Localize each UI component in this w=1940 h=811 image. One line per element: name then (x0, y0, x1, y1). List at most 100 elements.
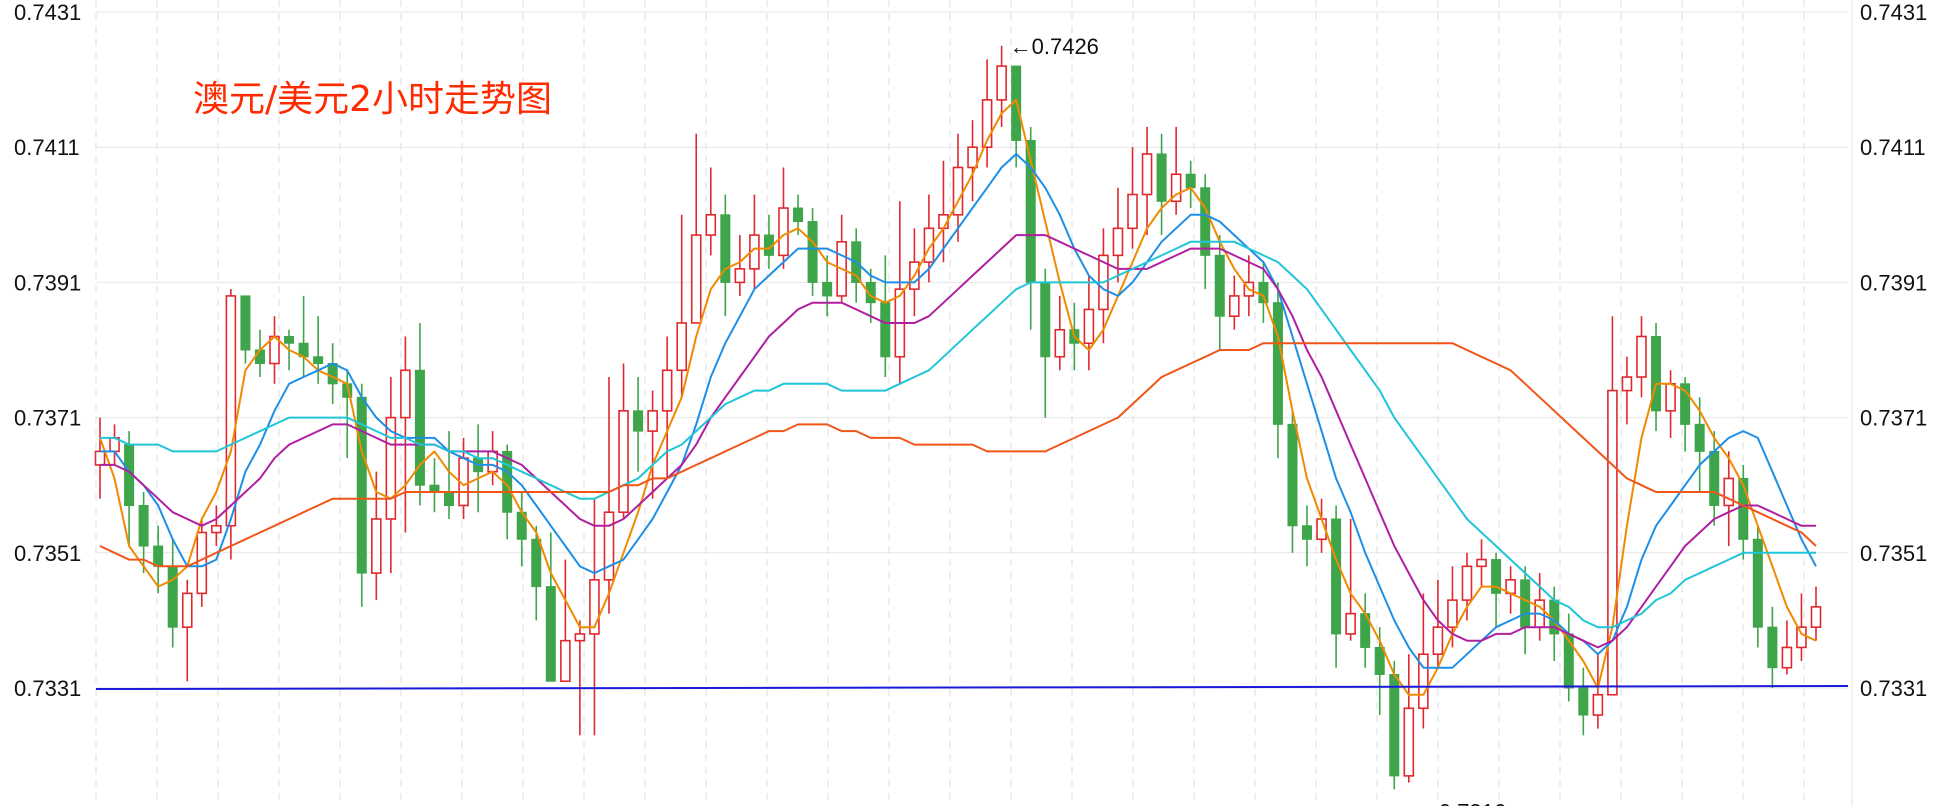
left-axis-tick-label: 0.7371 (14, 406, 81, 431)
right-axis-tick-label: 0.7391 (1860, 270, 1927, 295)
moving-average-line (100, 153, 1817, 669)
candle-body-down (1767, 626, 1778, 669)
chart-title: 澳元/美元2小时走势图 (193, 79, 553, 120)
candle-body-up (1810, 606, 1822, 628)
candle-body-up (1607, 389, 1618, 696)
candle-body-down (1752, 538, 1763, 628)
candle-body-up (1447, 599, 1458, 628)
candle-body-up (196, 531, 208, 595)
candle-body-up (370, 518, 382, 574)
candle-body-up (94, 450, 106, 466)
candle-body-down (1214, 254, 1225, 317)
candle-body-up (1461, 565, 1473, 601)
candle-body-down (1374, 646, 1385, 675)
candle-body-down (1651, 335, 1662, 412)
candle-body-up (1403, 707, 1415, 777)
candle-body-up (1418, 653, 1429, 710)
right-axis-tick-label: 0.7331 (1860, 676, 1927, 701)
right-axis-tick-label: 0.7411 (1860, 135, 1926, 160)
candle-body-down (167, 565, 178, 628)
candle-body-up (385, 416, 397, 520)
candle-body-down (240, 295, 251, 351)
candle-body-down (1709, 450, 1720, 506)
candle-body-up (1665, 382, 1676, 412)
candle-body-up (589, 579, 600, 635)
candle-body-down (1156, 153, 1167, 202)
support-line (95, 685, 1849, 690)
candle-body-down (284, 335, 295, 344)
candle-body-down (1185, 173, 1196, 189)
left-axis-tick-label: 0.7351 (14, 541, 81, 566)
candle-body-up (996, 65, 1007, 101)
high-annotation: ←0.7426 (1010, 34, 1099, 59)
left-axis-tick-label: 0.7431 (14, 0, 81, 25)
candle-body-up (734, 268, 746, 284)
annotations: ←0.7426 ←0.7316 (1010, 34, 1506, 811)
candle-body-up (1112, 227, 1124, 257)
candle-body-down (880, 302, 891, 358)
candle-body-down (1389, 673, 1400, 777)
candle-body-up (923, 227, 935, 263)
candle-body-down (254, 349, 265, 365)
candle-body-down (1491, 559, 1502, 594)
candle-body-down (865, 281, 876, 304)
candle-body-up (487, 450, 498, 473)
candle-body-down (313, 356, 324, 365)
candle-body-up (560, 639, 571, 683)
candle-body-up (690, 234, 702, 324)
candle-body-down (822, 281, 833, 297)
candle-body-down (531, 538, 542, 588)
axis-labels: 0.7431 0.7431 0.7411 0.7411 0.7391 0.7391 0.73… (14, 0, 1927, 701)
candle-body-up (1432, 626, 1444, 655)
candle-body-up (981, 99, 993, 148)
candle-body-up (574, 633, 586, 642)
right-axis-tick-label: 0.7431 (1860, 0, 1927, 25)
candle-body-up (1127, 193, 1138, 230)
left-axis-tick-label: 0.7411 (14, 135, 80, 160)
candle-body-down (1287, 423, 1298, 527)
candle-body-down (1331, 518, 1342, 635)
candle-body-up (778, 207, 789, 257)
candle-body-down (444, 491, 455, 506)
candle-body-up (661, 369, 673, 412)
candle-body-up (1083, 308, 1095, 345)
candle-body-down (429, 484, 440, 493)
candle-body-up (225, 295, 237, 527)
candle-body-up (967, 146, 978, 169)
candle-body-down (720, 214, 731, 283)
right-axis-tick-label: 0.7351 (1860, 541, 1927, 566)
candle-body-up (1228, 295, 1240, 318)
candle-body-up (1781, 646, 1793, 669)
candle-body-down (1200, 187, 1211, 256)
candle-body-up (647, 410, 658, 432)
candle-body-down (633, 410, 644, 432)
support-line-group (95, 685, 1849, 690)
candle-body-down (1040, 281, 1051, 358)
candle-body-up (1621, 376, 1633, 392)
candle-body-up (1796, 626, 1807, 649)
candle-body-down (793, 207, 804, 223)
candle-body-down (1578, 687, 1589, 716)
candle-body-down (153, 545, 164, 567)
candle-body-down (327, 363, 338, 385)
candle-body-up (603, 511, 615, 581)
candle-body-down (1520, 579, 1531, 628)
low-annotation: ←0.7316 (1417, 799, 1506, 806)
candle-body-up (1476, 558, 1487, 568)
moving-average-line (99, 342, 1817, 568)
left-axis-tick-label: 0.7331 (14, 676, 81, 701)
left-axis-tick-label: 0.7391 (14, 270, 81, 295)
candle-body-up (1592, 693, 1604, 716)
candle-body-up (1636, 335, 1647, 378)
right-axis-tick-label: 0.7371 (1860, 406, 1927, 431)
candle-body-down (1272, 302, 1283, 425)
candle-body-up (1054, 328, 1066, 358)
candle-body-down (1738, 477, 1749, 540)
candle-body-down (1258, 281, 1269, 304)
moving-averages (99, 98, 1817, 696)
candle-body-up (211, 524, 222, 534)
candle-body-up (705, 214, 717, 236)
candle-body-down (138, 504, 149, 547)
candle-body-up (400, 369, 411, 419)
